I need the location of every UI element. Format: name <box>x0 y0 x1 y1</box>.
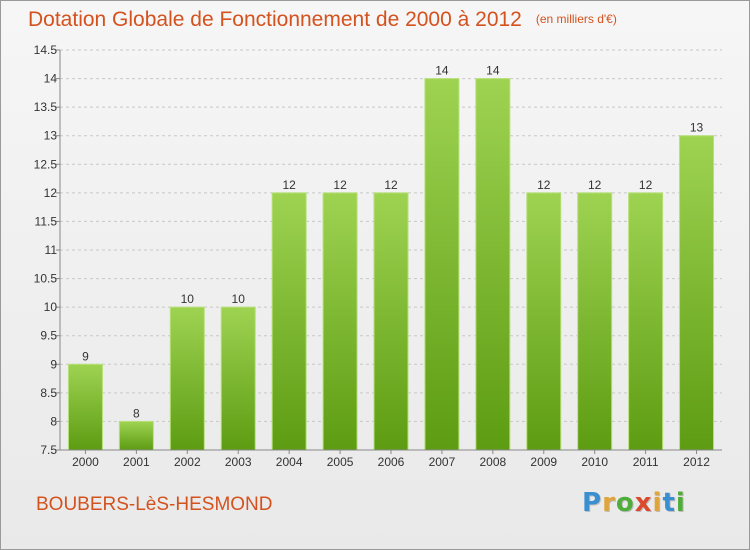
data-label: 12 <box>384 178 398 192</box>
logo-letter: r <box>602 488 616 518</box>
bar <box>628 192 664 451</box>
bar <box>220 306 256 451</box>
x-tick-label: 2002 <box>174 455 201 469</box>
bar <box>526 192 562 451</box>
data-label: 12 <box>282 178 296 192</box>
data-label: 12 <box>333 178 347 192</box>
bars: 9 8 10 10 12 12 12 14 14 12 12 12 13 <box>67 64 715 451</box>
data-label: 12 <box>537 178 551 192</box>
y-tick-label: 9 <box>50 357 57 371</box>
data-label: 14 <box>486 64 500 78</box>
bar <box>577 192 613 451</box>
x-tick-label: 2006 <box>378 455 405 469</box>
y-tick-label: 12.5 <box>34 157 58 171</box>
bar <box>424 78 460 451</box>
y-tick-label: 11 <box>45 243 58 257</box>
data-label: 10 <box>181 292 195 306</box>
y-tick-label: 11.5 <box>35 214 58 228</box>
x-tick-label: 2003 <box>225 455 252 469</box>
y-tick-label: 10.5 <box>34 272 58 286</box>
chart-title: Dotation Globale de Fonctionnement de 20… <box>28 8 617 32</box>
x-tick-label: 2009 <box>530 455 557 469</box>
logo-letter: i <box>675 488 686 518</box>
y-tick-label: 12 <box>44 186 58 200</box>
y-tick-label: 13 <box>44 129 58 143</box>
data-label: 10 <box>232 292 246 306</box>
commune-name: BOUBERS-LèS-HESMOND <box>36 494 273 515</box>
logo-letter: t <box>662 488 676 518</box>
logo-letter: o <box>615 488 635 518</box>
data-label: 9 <box>82 349 89 363</box>
data-label: 14 <box>435 64 449 78</box>
bar <box>271 192 307 451</box>
title-text: Dotation Globale de Fonctionnement de 20… <box>28 8 522 31</box>
x-tick-label: 2008 <box>479 455 506 469</box>
data-label: 12 <box>588 178 602 192</box>
bar <box>373 192 409 451</box>
bar <box>475 78 511 451</box>
bar <box>118 420 154 451</box>
y-tick-label: 14.5 <box>34 43 58 57</box>
bar <box>322 192 358 451</box>
bar <box>67 363 103 451</box>
y-tick-label: 7.5 <box>40 443 57 457</box>
data-label: 8 <box>133 406 140 420</box>
bar <box>679 135 715 451</box>
x-tick-label: 2011 <box>633 455 659 469</box>
title-unit: (en milliers d'€) <box>535 12 617 26</box>
bar-chart: 9 8 10 10 12 12 12 14 14 12 12 12 13 7.5 8 8.5 9 9.5 10 10… <box>34 43 722 469</box>
x-tick-label: 2012 <box>683 455 710 469</box>
y-tick-label: 9.5 <box>40 329 57 343</box>
y-tick-label: 13.5 <box>34 100 58 114</box>
data-label: 13 <box>690 121 704 135</box>
y-tick-label: 8 <box>50 414 57 428</box>
x-tick-label: 2007 <box>429 455 456 469</box>
x-tick-label: 2010 <box>581 455 608 469</box>
bar <box>169 306 205 451</box>
x-tick-label: 2000 <box>72 455 99 469</box>
x-tick-label: 2005 <box>327 455 354 469</box>
y-tick-label: 10 <box>44 300 58 314</box>
data-label: 12 <box>639 178 653 192</box>
y-tick-label: 8.5 <box>40 386 57 400</box>
logo-letter: x <box>634 488 653 518</box>
x-tick-label: 2001 <box>123 455 150 469</box>
y-tick-label: 14 <box>44 72 58 86</box>
proxiti-logo: Proxiti <box>582 488 686 518</box>
logo-letter: i <box>652 488 663 518</box>
axes: 7.5 8 8.5 9 9.5 10 10.5 11 11.5 12 12.5 13 13.5 14 14.… <box>34 43 722 469</box>
x-tick-label: 2004 <box>276 455 303 469</box>
logo-letter: P <box>582 488 603 518</box>
